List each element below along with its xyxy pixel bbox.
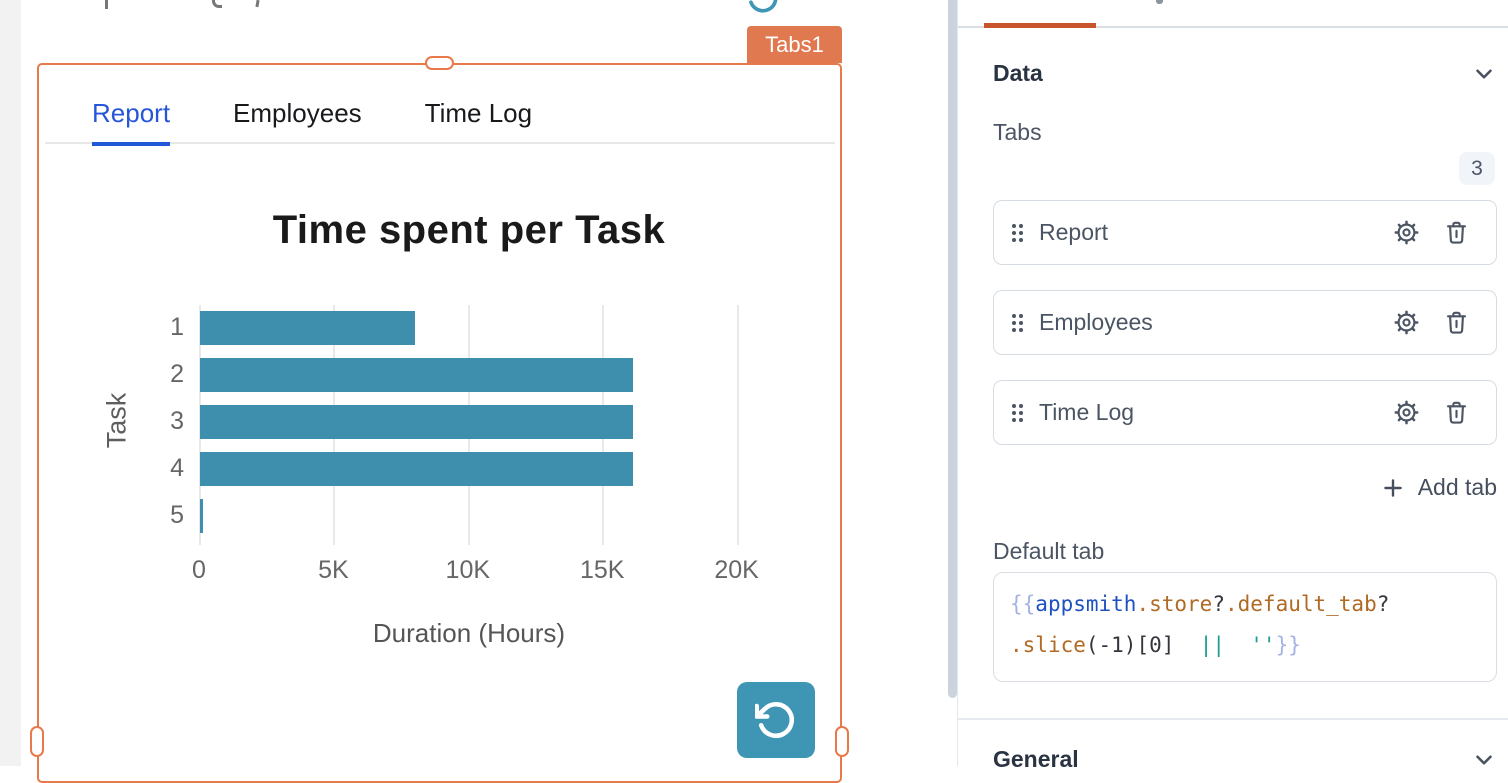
chart-x-tick: 0: [192, 556, 206, 584]
canvas-gutter: [0, 0, 21, 766]
widget-tab-time-log[interactable]: Time Log: [424, 98, 533, 128]
default-tab-code-input[interactable]: {{appsmith.store?.default_tab? .slice(-1)…: [993, 572, 1497, 682]
rotate-ccw-icon: [755, 702, 794, 739]
chart-x-tick: 15K: [579, 556, 625, 584]
general-section-header[interactable]: General: [993, 746, 1497, 773]
chart-x-tick: 5K: [318, 556, 349, 584]
tab-item-label: Employees: [1039, 309, 1153, 335]
chart-title: Time spent per Task: [272, 208, 666, 252]
tab-item-label: Report: [1039, 219, 1109, 245]
chart-category-label: 3: [170, 407, 184, 435]
gear-icon[interactable]: [1392, 399, 1420, 427]
chart-category-label: 2: [170, 360, 184, 388]
clipped-tab-text-fragment: [1156, 0, 1163, 4]
chart-y-axis-label: Task: [101, 392, 132, 449]
active-tab-underline: [984, 23, 1096, 28]
tabs-field-label: Tabs: [993, 119, 1042, 145]
section-divider: [958, 718, 1508, 720]
canvas-scrollbar[interactable]: [948, 0, 957, 698]
refresh-button[interactable]: [737, 682, 815, 758]
trash-icon[interactable]: [1442, 309, 1470, 337]
widget-tab-employees[interactable]: Employees: [233, 98, 362, 128]
default-tab-label: Default tab: [993, 538, 1105, 564]
tab-list-item[interactable]: Employees: [993, 290, 1497, 355]
resize-handle-top[interactable]: [425, 56, 454, 70]
chevron-down-icon[interactable]: [1471, 747, 1497, 773]
tabbar-divider: [45, 142, 835, 144]
chart-x-tick: 20K: [714, 556, 759, 584]
data-section-title: Data: [993, 60, 1043, 86]
widget-tab-report[interactable]: Report: [92, 98, 171, 146]
tab-item-label: Time Log: [1039, 399, 1135, 425]
drag-handle-icon[interactable]: [1012, 313, 1023, 332]
chart-gridline: [736, 305, 739, 545]
chart-bar: [200, 405, 633, 439]
resize-handle-left[interactable]: [30, 726, 44, 757]
chart-category-label: 4: [170, 454, 184, 482]
clipped-text-fragment: [105, 0, 108, 9]
chart-category-label: 5: [170, 501, 184, 529]
drag-handle-icon[interactable]: [1012, 403, 1023, 422]
clipped-refresh-icon: [744, 0, 778, 13]
add-tab-label: Add tab: [1417, 474, 1497, 500]
plus-icon: [1383, 478, 1402, 497]
tabs-widget-tabbar: Report Employees Time Log: [92, 98, 532, 146]
resize-handle-right[interactable]: [835, 726, 849, 757]
trash-icon[interactable]: [1442, 219, 1470, 247]
clipped-text-fragment: [255, 0, 260, 8]
chart-x-axis-label: Duration (Hours): [372, 618, 566, 648]
gear-icon[interactable]: [1392, 309, 1420, 337]
property-pane: Data Tabs 3 Report: [957, 0, 1508, 772]
property-pane-tabbar[interactable]: [958, 0, 1508, 28]
chart-bar: [200, 452, 633, 486]
tab-list-item[interactable]: Report: [993, 200, 1497, 265]
clipped-text-fragment: [212, 0, 222, 8]
chart-category-label: 1: [170, 313, 184, 341]
chevron-down-icon[interactable]: [1471, 61, 1497, 87]
chart-x-tick: 10K: [445, 556, 491, 584]
gear-icon[interactable]: [1392, 219, 1420, 247]
chart-bar: [200, 499, 203, 533]
data-section-header[interactable]: Data: [993, 60, 1497, 87]
add-tab-button[interactable]: Add tab: [993, 474, 1497, 501]
widget-name-badge[interactable]: Tabs1: [747, 26, 842, 63]
trash-icon[interactable]: [1442, 399, 1470, 427]
general-section-title: General: [993, 746, 1079, 772]
app-canvas[interactable]: Tabs1 Report Employees Time Log Time spent…: [0, 0, 957, 783]
chart-bar: [200, 358, 633, 392]
tabs-count-badge: 3: [1459, 152, 1495, 185]
drag-handle-icon[interactable]: [1012, 223, 1023, 242]
chart-bar: [200, 311, 416, 345]
tab-list-item[interactable]: Time Log: [993, 380, 1497, 445]
